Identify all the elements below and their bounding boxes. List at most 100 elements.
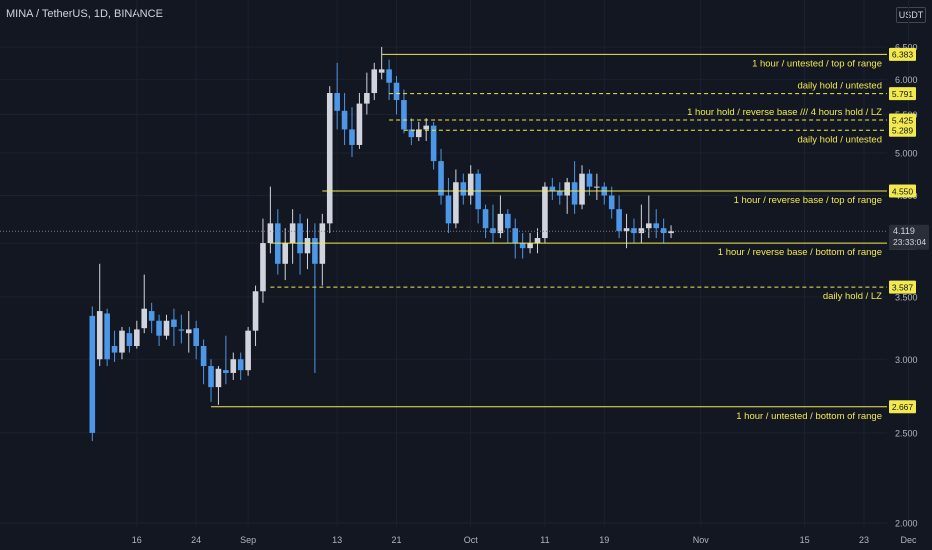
candle-body	[490, 228, 496, 234]
candles	[89, 47, 674, 442]
level-price-text: 5.425	[892, 115, 914, 125]
candle-body	[445, 195, 452, 224]
level-price-badge	[889, 87, 916, 101]
level-price-text: 6.383	[892, 50, 914, 60]
candle-body	[334, 93, 340, 111]
candle-body	[356, 103, 363, 145]
candle-body	[252, 291, 259, 331]
candle-body	[534, 238, 541, 244]
x-tick-label: Sep	[240, 535, 256, 545]
candle-body	[556, 191, 563, 196]
candle-body	[267, 223, 274, 244]
x-tick-label: 16	[132, 535, 142, 545]
candle-body	[460, 182, 467, 196]
level-label: daily hold / untested	[797, 81, 882, 92]
candle-body	[326, 93, 333, 224]
candle-body	[289, 223, 296, 244]
x-tick-label: Dec	[900, 535, 917, 545]
candle-body	[378, 69, 385, 73]
candle-body	[415, 129, 422, 138]
y-tick-label: 3.000	[895, 355, 918, 365]
candle-body	[505, 213, 511, 229]
candle-body	[393, 82, 400, 101]
y-tick-label: 5.000	[895, 148, 918, 158]
candle-body	[223, 370, 229, 373]
grid-lines	[0, 0, 909, 527]
candle-body	[208, 366, 214, 388]
candle-body	[668, 231, 674, 234]
level-price-badge	[889, 113, 916, 127]
candle-body	[193, 328, 199, 347]
candle-body	[297, 223, 303, 254]
candle-body	[275, 223, 281, 264]
candle-body	[178, 329, 185, 331]
candle-body	[579, 173, 585, 205]
candle-body	[260, 243, 266, 292]
level-label: 1 hour / untested / top of range	[752, 58, 882, 69]
candle-body	[171, 319, 177, 327]
x-tick-label: 13	[332, 535, 342, 545]
level-label: 1 hour / reverse base / bottom of range	[718, 247, 882, 258]
candle-body	[646, 223, 652, 229]
candle-body	[519, 243, 526, 249]
x-tick-label: Oct	[464, 535, 479, 545]
candle-body	[104, 313, 110, 360]
candle-body	[571, 182, 578, 205]
candle-body	[631, 228, 637, 234]
level-price-text: 5.791	[892, 89, 914, 99]
level-price-badge	[889, 123, 916, 137]
x-tick-label: 23	[859, 535, 869, 545]
candle-body	[430, 125, 437, 162]
level-label: 1 hour hold / reverse base /// 4 hours h…	[687, 107, 882, 118]
candle-body	[594, 186, 600, 188]
candle-body	[608, 195, 615, 210]
candle-body	[134, 329, 140, 347]
candle-body	[660, 228, 667, 234]
candle-body	[467, 173, 474, 196]
candle-body	[423, 125, 429, 130]
level-price-text: 3.587	[892, 282, 914, 292]
candle-body	[638, 228, 645, 234]
level-lines: 1 hour / untested / top of range daily ho…	[0, 53, 887, 422]
y-tick-label: 6.500	[895, 43, 918, 53]
candle-body	[371, 69, 378, 94]
candle-body	[319, 223, 326, 264]
level-price-badge	[889, 280, 916, 294]
candle-body	[304, 238, 311, 254]
level-label: 1 hour / untested / bottom of range	[736, 411, 882, 422]
last-price-text: 4.119	[893, 226, 915, 236]
currency-button[interactable]: USDT	[896, 7, 926, 23]
candle-body	[616, 209, 622, 232]
x-tick-label: Nov	[693, 535, 710, 545]
x-tick-label: 21	[392, 535, 402, 545]
countdown-text: 23:33:04	[893, 237, 926, 247]
candle-body	[185, 329, 192, 334]
level-label: daily hold / untested	[797, 134, 882, 145]
y-tick-label: 6.000	[895, 75, 918, 85]
level-price-badge	[889, 184, 916, 198]
candle-body	[156, 320, 162, 336]
candle-body	[119, 330, 125, 353]
candle-body	[215, 368, 222, 388]
x-tick-label: 11	[540, 535, 549, 545]
level-price-text: 2.667	[892, 402, 914, 412]
candle-body	[512, 228, 519, 244]
last-price-badge	[889, 224, 929, 250]
candle-body	[482, 209, 489, 229]
candle-body	[163, 320, 170, 336]
x-tick-label: 24	[191, 535, 201, 545]
candle-body	[96, 311, 103, 360]
candle-body	[542, 186, 548, 239]
candle-body	[89, 315, 96, 433]
candle-body	[623, 228, 630, 232]
candle-body	[282, 243, 289, 264]
candle-body	[312, 238, 318, 264]
candle-body	[349, 129, 355, 145]
level-price-text: 5.289	[892, 126, 914, 136]
candle-body	[141, 308, 148, 329]
candle-body	[364, 93, 370, 104]
candle-body	[126, 333, 133, 347]
candle-body	[453, 182, 459, 224]
price-badges: 6.3835.7915.4255.2894.5504.0003.5872.667…	[889, 47, 929, 414]
